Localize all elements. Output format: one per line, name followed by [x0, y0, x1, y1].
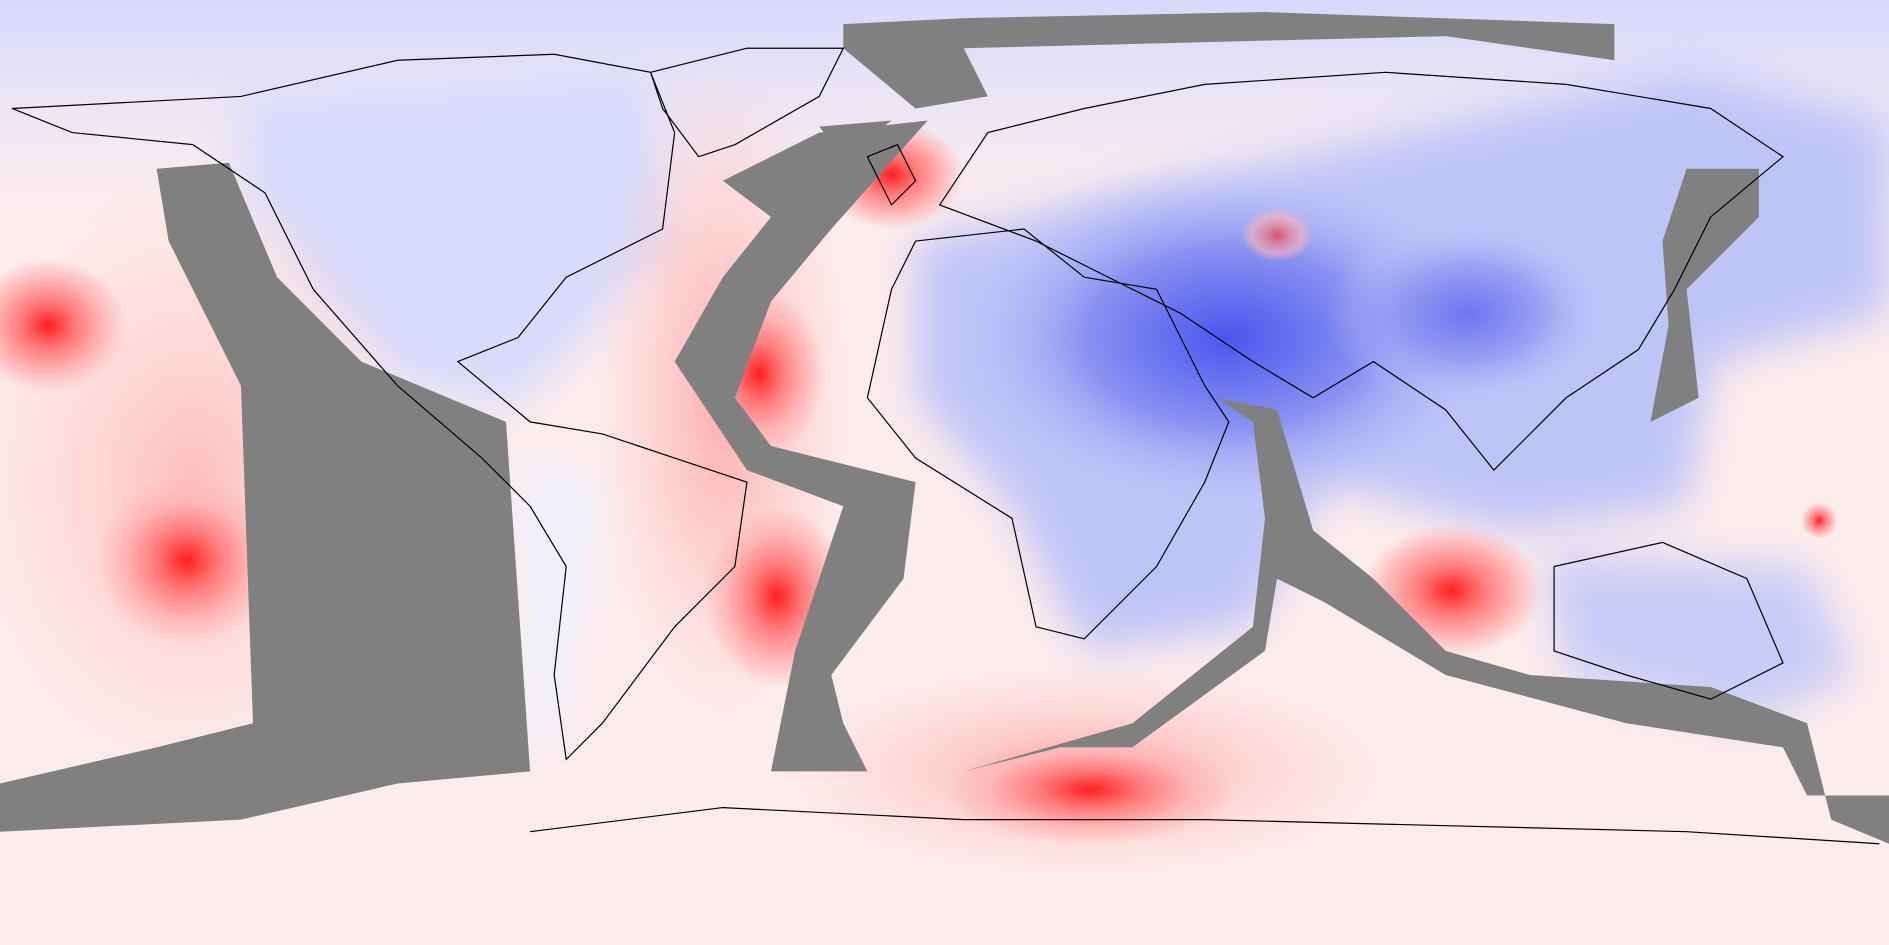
hotspot	[0, 259, 127, 392]
south-america-west	[518, 458, 603, 772]
no-data	[0, 162, 531, 832]
hotspot	[945, 735, 1235, 844]
cold-center-east	[1325, 216, 1615, 410]
hotspot	[1801, 502, 1838, 539]
no-data-regions	[0, 12, 1889, 844]
africa-outline	[866, 228, 1230, 640]
antarctica-outline	[530, 806, 1880, 845]
hotspot	[96, 476, 278, 645]
no-data	[674, 120, 928, 772]
coastlines	[11, 47, 1880, 845]
greenland-outline	[649, 47, 845, 158]
no-data	[1650, 168, 1759, 422]
eurasia-outline	[938, 71, 1784, 471]
no-data	[819, 120, 892, 143]
hotspot	[1240, 208, 1314, 262]
no-data	[843, 12, 1615, 109]
britain-outline	[866, 143, 917, 206]
australia-outline	[1553, 541, 1784, 700]
americas-outline	[11, 53, 748, 761]
